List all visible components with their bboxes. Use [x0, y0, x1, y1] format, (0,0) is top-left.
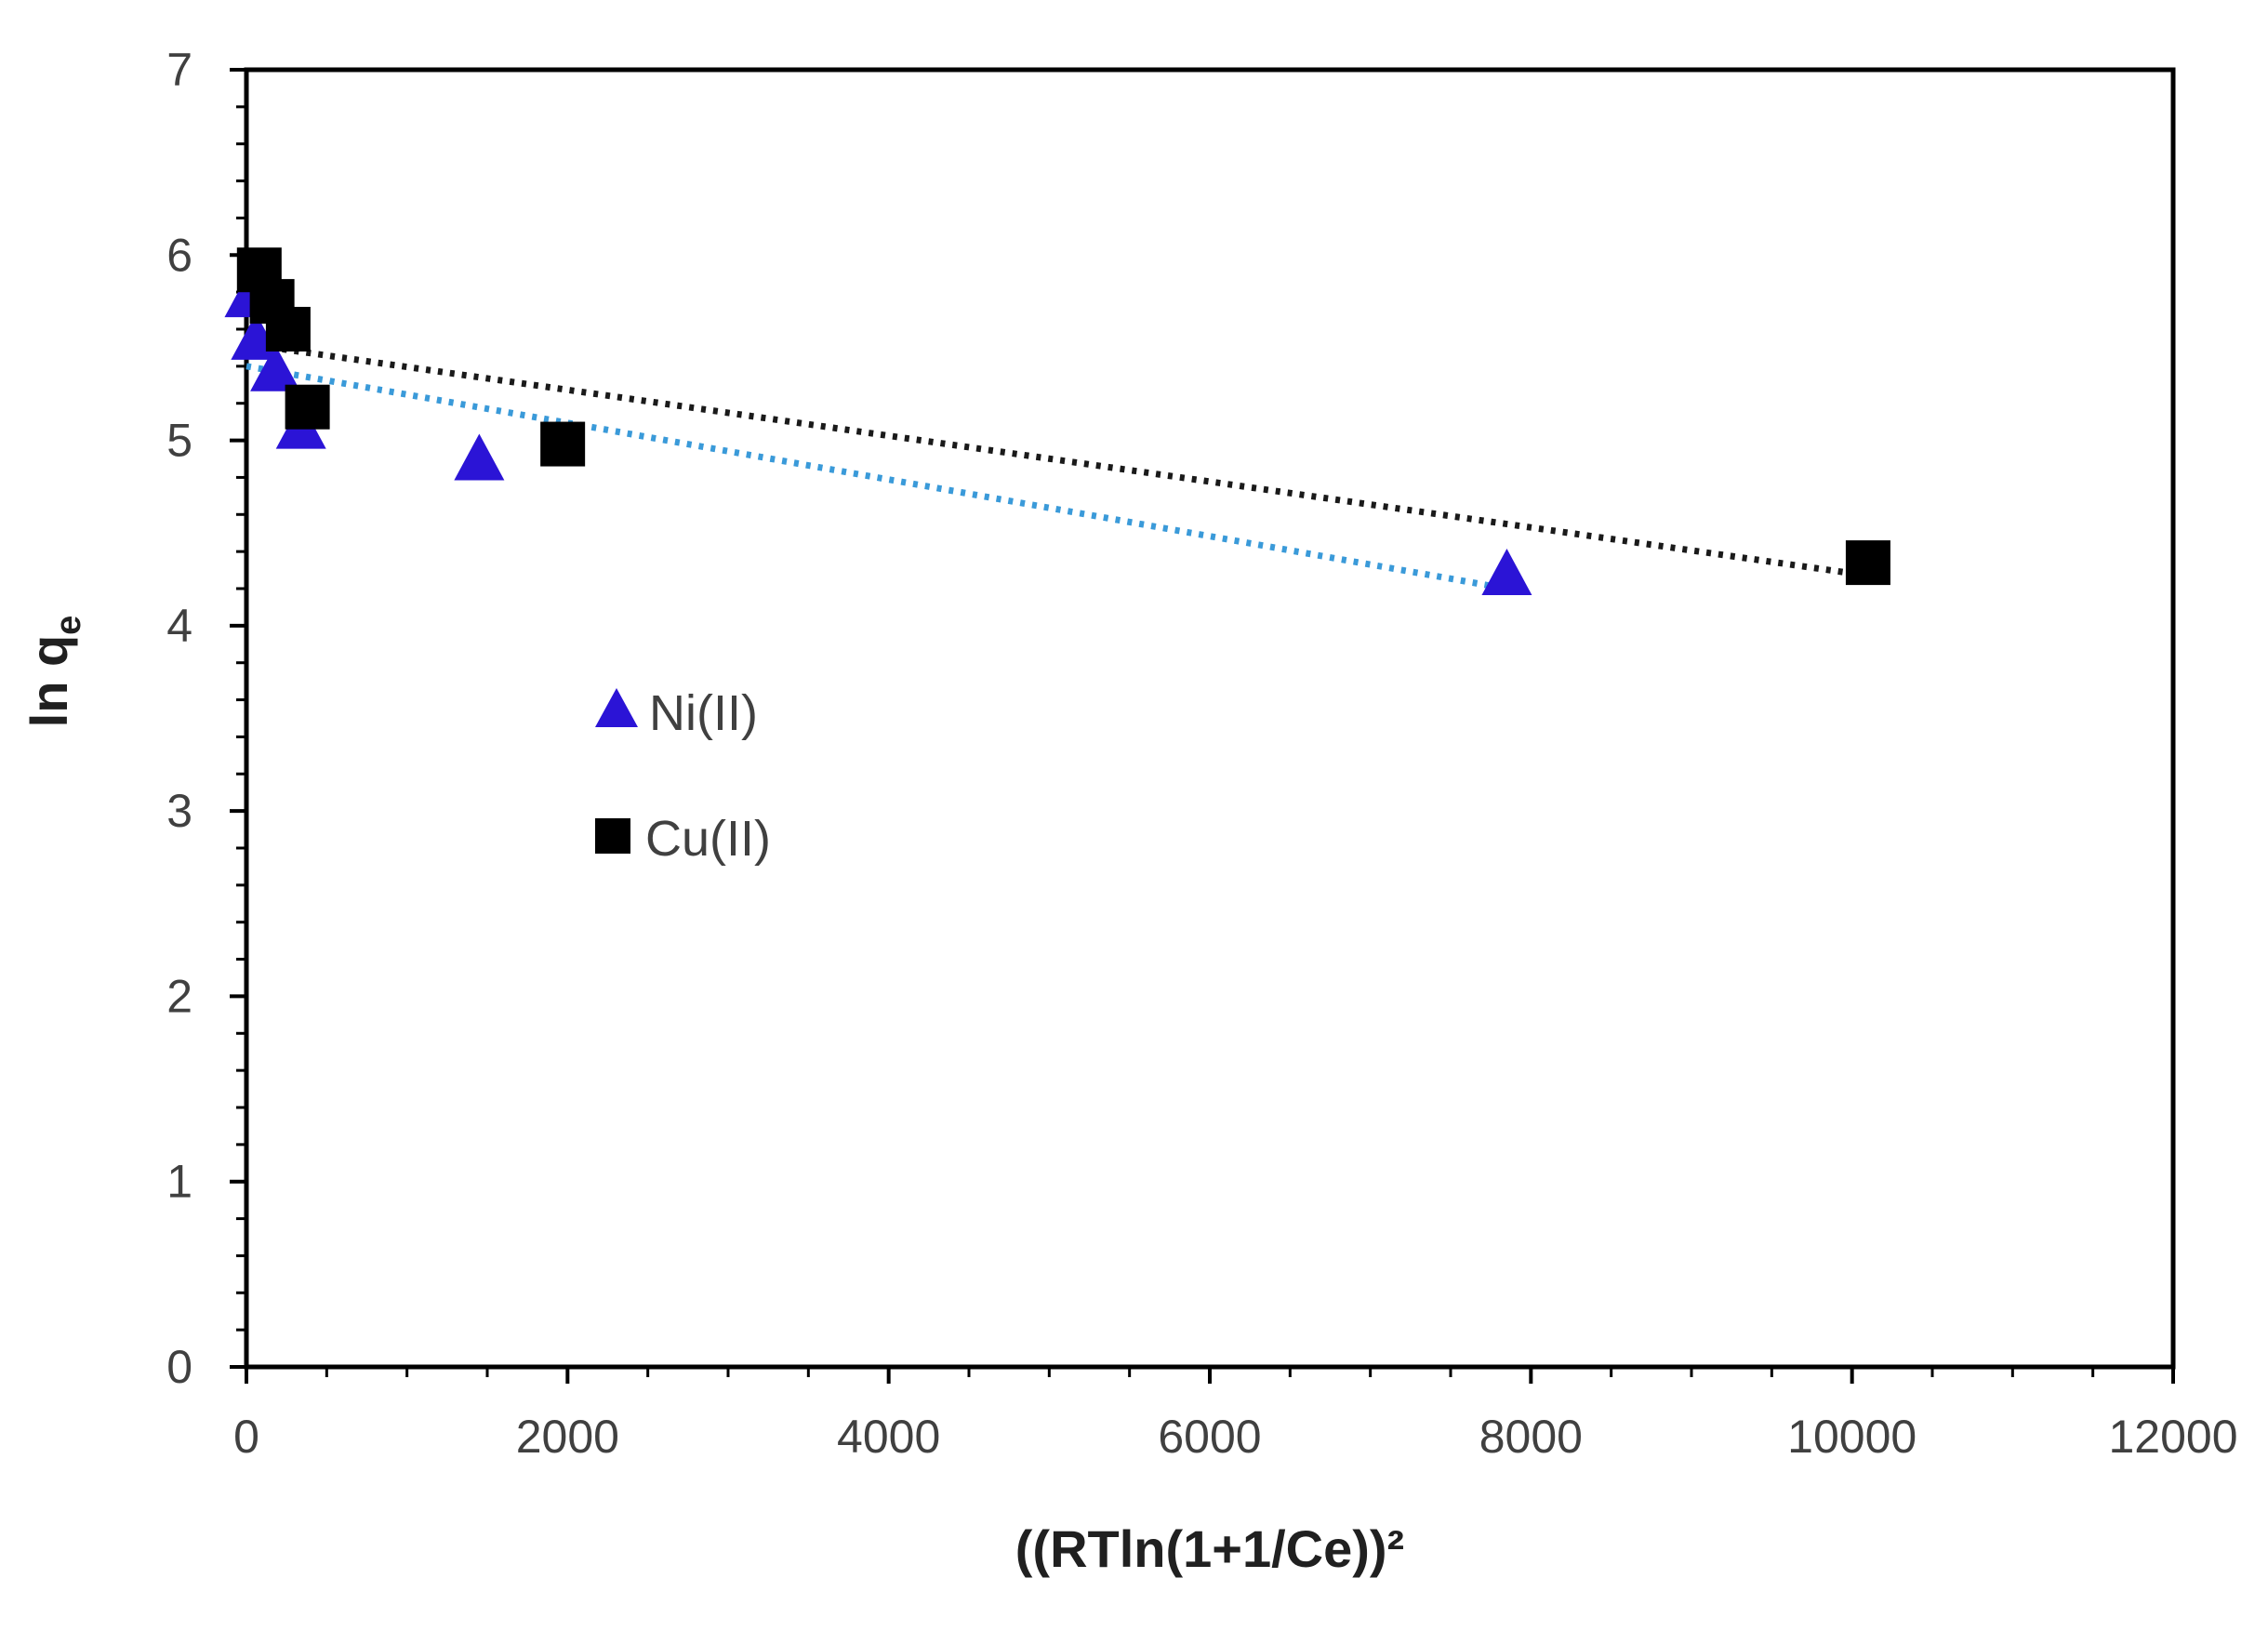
- y-tick-label: 2: [166, 970, 192, 1022]
- plot-area: [244, 67, 2176, 1370]
- x-tick-label: 10000: [1787, 1411, 1917, 1463]
- y-minor-ticks: [236, 105, 246, 1332]
- y-axis-ticks: 0 1 2 3 4 5 6 7: [166, 44, 246, 1393]
- legend-label-cu: Cu(II): [645, 811, 771, 867]
- legend-triangle-icon: [595, 688, 638, 727]
- data-point-square: [540, 421, 586, 467]
- x-tick-label: 8000: [1479, 1411, 1583, 1463]
- x-tick-label: 2000: [516, 1411, 619, 1463]
- legend: Ni(II) Cu(II): [595, 685, 771, 867]
- trendline-series-1: [245, 363, 1508, 592]
- legend-label-ni: Ni(II): [649, 685, 758, 741]
- data-point-triangle: [1481, 549, 1532, 596]
- y-axis-title: ln qe: [20, 616, 88, 728]
- x-tick-label: 6000: [1158, 1411, 1261, 1463]
- svg-text:ln qe: ln qe: [20, 616, 88, 728]
- x-axis-ticks: 0 2000 4000 6000 8000 10000 12000: [233, 1367, 2238, 1463]
- x-axis-title: ((RTln(1+1/Ce))²: [1015, 1519, 1404, 1578]
- data-point-square: [265, 307, 311, 351]
- data-point-triangle: [250, 344, 301, 391]
- y-axis-title-main: ln q: [20, 635, 78, 728]
- y-tick-label: 4: [166, 600, 192, 652]
- y-tick-label: 3: [166, 785, 192, 837]
- y-axis-title-subscript: e: [49, 616, 88, 635]
- x-minor-ticks: [325, 1367, 2095, 1377]
- x-tick-label: 12000: [2108, 1411, 2237, 1463]
- data-points: [224, 247, 1890, 596]
- y-tick-label: 7: [166, 44, 192, 96]
- trendlines: [245, 340, 1869, 592]
- x-tick-label: 4000: [837, 1411, 940, 1463]
- y-tick-label: 6: [166, 229, 192, 281]
- data-point-square: [285, 384, 330, 430]
- data-point-triangle: [454, 433, 505, 481]
- legend-square-icon: [595, 818, 630, 854]
- y-tick-label: 5: [166, 415, 192, 467]
- x-tick-label: 0: [233, 1411, 259, 1463]
- data-point-square: [1845, 540, 1890, 586]
- y-tick-label: 1: [166, 1156, 192, 1208]
- y-tick-label: 0: [166, 1341, 192, 1393]
